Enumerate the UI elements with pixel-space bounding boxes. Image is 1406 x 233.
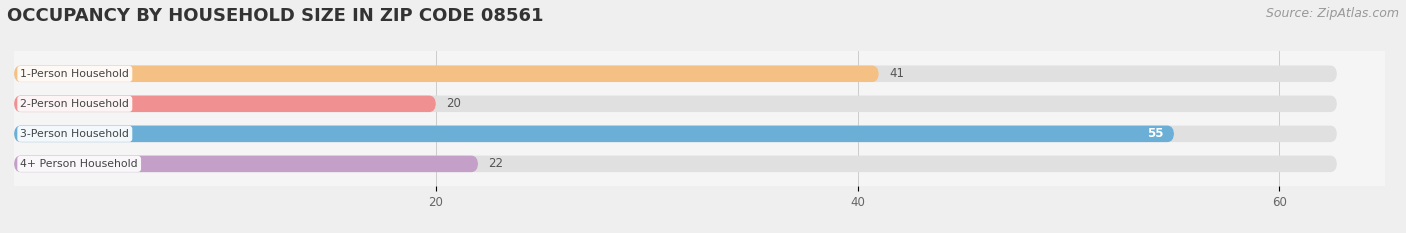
Text: 3-Person Household: 3-Person Household — [20, 129, 129, 139]
FancyBboxPatch shape — [14, 156, 478, 172]
Text: 22: 22 — [489, 157, 503, 170]
FancyBboxPatch shape — [14, 156, 1337, 172]
FancyBboxPatch shape — [14, 96, 1337, 112]
FancyBboxPatch shape — [14, 126, 1337, 142]
Text: 41: 41 — [890, 67, 904, 80]
FancyBboxPatch shape — [14, 65, 1337, 82]
Text: OCCUPANCY BY HOUSEHOLD SIZE IN ZIP CODE 08561: OCCUPANCY BY HOUSEHOLD SIZE IN ZIP CODE … — [7, 7, 544, 25]
Text: 4+ Person Household: 4+ Person Household — [20, 159, 138, 169]
Text: 1-Person Household: 1-Person Household — [20, 69, 129, 79]
FancyBboxPatch shape — [14, 65, 879, 82]
Text: 20: 20 — [447, 97, 461, 110]
FancyBboxPatch shape — [14, 126, 1174, 142]
Text: 2-Person Household: 2-Person Household — [20, 99, 129, 109]
Text: Source: ZipAtlas.com: Source: ZipAtlas.com — [1265, 7, 1399, 20]
Text: 55: 55 — [1147, 127, 1164, 140]
FancyBboxPatch shape — [14, 96, 436, 112]
